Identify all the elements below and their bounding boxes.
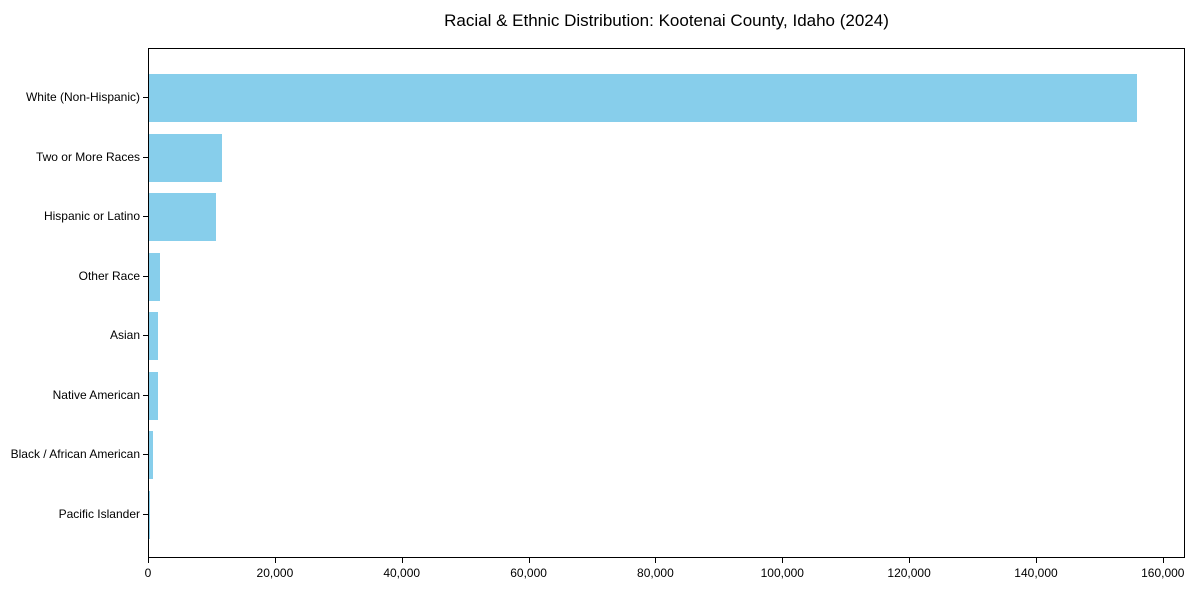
x-axis-tick	[909, 558, 911, 563]
x-tick-label: 40,000	[383, 566, 421, 580]
y-axis-tick	[143, 394, 148, 396]
x-tick-label: 100,000	[760, 566, 804, 580]
y-tick-label: Native American	[52, 387, 140, 402]
x-axis-tick	[274, 558, 276, 563]
y-tick-label: Black / African American	[10, 447, 140, 462]
x-axis-tick	[148, 558, 149, 563]
x-tick-label: 20,000	[256, 566, 294, 580]
y-axis-tick	[143, 216, 148, 218]
plot-area	[148, 48, 1185, 558]
x-tick-label: 120,000	[887, 566, 931, 580]
x-axis-tick	[528, 558, 530, 563]
y-axis-tick	[143, 514, 148, 515]
y-tick-label: White (Non-Hispanic)	[25, 90, 140, 104]
chart-title: Racial & Ethnic Distribution: Kootenai C…	[444, 11, 889, 30]
x-tick-label: 80,000	[637, 566, 674, 580]
x-axis-tick	[1162, 558, 1164, 563]
bar-native-american	[149, 371, 158, 420]
x-tick-label: 140,000	[1014, 566, 1058, 580]
bar-pacific-islander	[149, 491, 150, 539]
x-axis-tick	[1036, 558, 1037, 563]
x-tick-label: 0	[144, 566, 152, 580]
y-tick-label: Two or More Races	[35, 149, 140, 164]
bar-asian	[149, 312, 159, 361]
y-axis-tick	[143, 454, 148, 456]
y-axis-tick	[143, 275, 148, 277]
x-axis-tick	[401, 558, 403, 563]
y-axis-tick	[143, 97, 148, 98]
y-tick-label: Asian	[109, 328, 140, 343]
bar-hispanic-or-latino	[149, 193, 216, 242]
x-tick-label: 160,000	[1141, 566, 1185, 580]
x-tick-label: 60,000	[510, 566, 547, 580]
bar-black-african-american	[149, 431, 154, 480]
y-tick-label: Other Race	[78, 268, 140, 283]
bar-two-or-more-races	[149, 133, 222, 182]
y-axis-tick	[143, 156, 148, 158]
y-axis-tick	[143, 335, 148, 337]
bar-other-race	[149, 252, 161, 301]
bar-white-non-hispanic	[149, 74, 1138, 122]
x-axis-tick	[782, 558, 784, 563]
x-axis-tick	[655, 558, 657, 563]
y-tick-label: Pacific Islander	[58, 507, 140, 521]
y-tick-label: Hispanic or Latino	[43, 209, 140, 224]
